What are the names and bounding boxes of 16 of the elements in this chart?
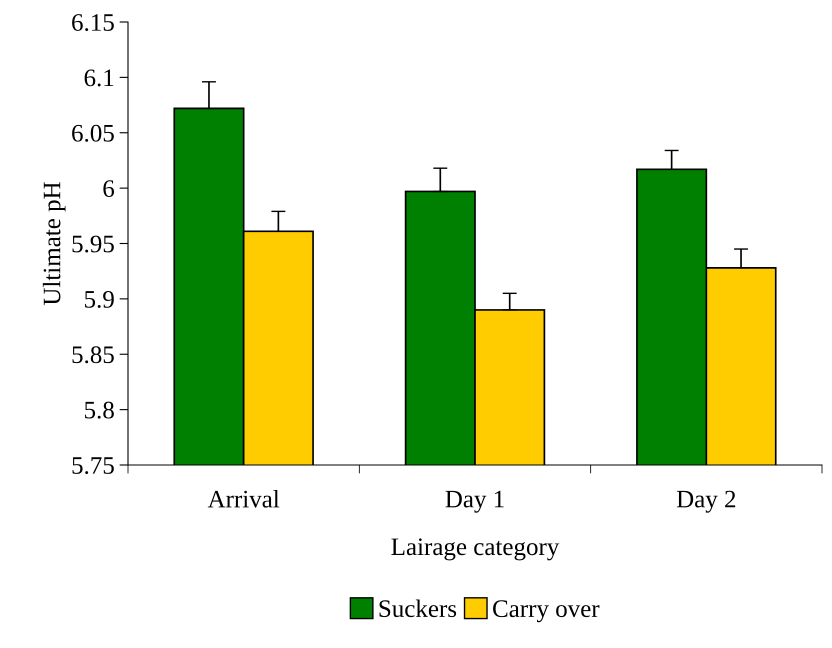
y-tick-label: 5.8 xyxy=(85,402,114,419)
legend-label: Carry over xyxy=(493,600,600,622)
y-tick-label: 5.9 xyxy=(85,290,114,308)
y-tick-label: 6.05 xyxy=(72,124,114,142)
x-axis-title: Lairage category xyxy=(391,538,560,560)
y-tick-label: 6 xyxy=(103,180,114,198)
y-tick-label: 5.85 xyxy=(72,346,114,364)
x-tick-label: Day 1 xyxy=(446,490,504,513)
y-tick-label: 6.15 xyxy=(72,14,114,32)
legend-label: Suckers xyxy=(380,600,456,618)
y-tick-label: 6.1 xyxy=(84,69,114,86)
y-tick-label: 5.75 xyxy=(72,457,114,474)
y-tick-label: 5.95 xyxy=(72,236,114,253)
y-axis-title: Ultimate pH xyxy=(42,182,66,306)
x-tick-label: Arrival xyxy=(208,490,280,508)
x-tick-label: Day 2 xyxy=(676,490,736,513)
